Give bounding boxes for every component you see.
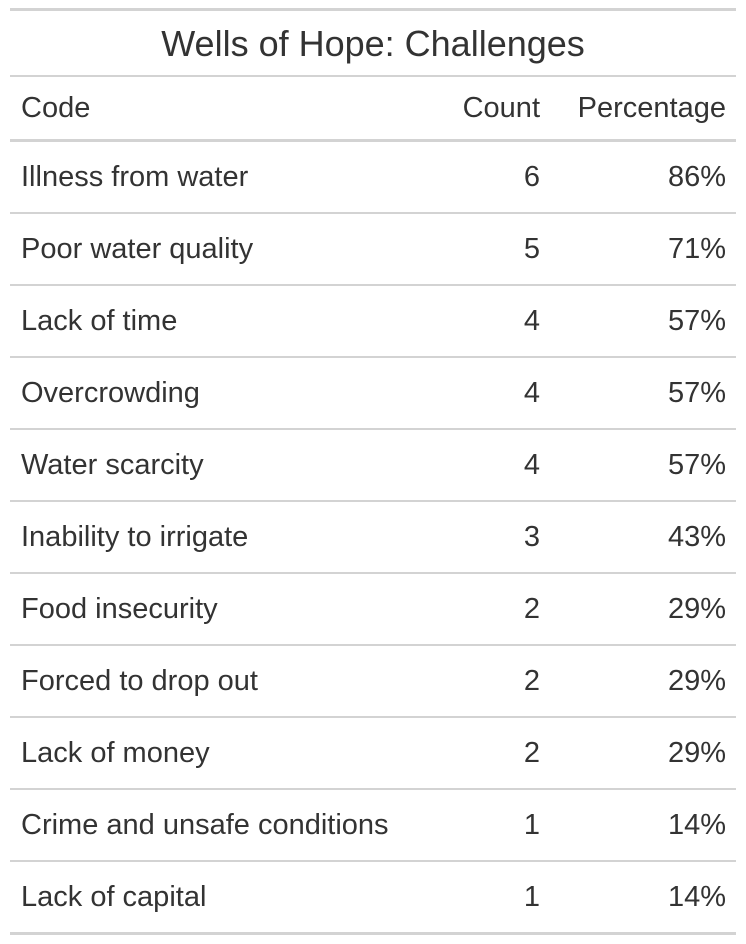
- cell-code: Poor water quality: [21, 232, 254, 265]
- table-header-row: Code Count Percentage: [10, 77, 736, 139]
- cell-code: Food insecurity: [21, 592, 218, 625]
- table-title: Wells of Hope: Challenges: [161, 23, 585, 64]
- cell-percentage: 14%: [667, 880, 726, 913]
- header-percentage: Percentage: [577, 91, 726, 124]
- title-rule: [10, 75, 736, 77]
- cell-percentage: 29%: [667, 736, 726, 769]
- cell-code: Lack of time: [21, 304, 178, 337]
- cell-count: 2: [523, 736, 540, 769]
- cell-count: 4: [523, 448, 540, 481]
- cell-percentage: 14%: [667, 808, 726, 841]
- cell-percentage: 86%: [667, 160, 726, 193]
- cell-code: Inability to irrigate: [21, 520, 249, 553]
- table-row: Lack of capital 1 14%: [10, 862, 736, 935]
- cell-code: Water scarcity: [21, 448, 204, 481]
- cell-count: 6: [523, 160, 540, 193]
- table-row: Forced to drop out 2 29%: [10, 646, 736, 718]
- header-code: Code: [21, 91, 91, 124]
- header-count: Count: [462, 91, 540, 124]
- cell-code: Overcrowding: [21, 376, 200, 409]
- cell-count: 2: [523, 592, 540, 625]
- cell-code: Forced to drop out: [21, 664, 258, 697]
- cell-percentage: 57%: [667, 304, 726, 337]
- cell-count: 3: [523, 520, 540, 553]
- table-row: Inability to irrigate 3 43%: [10, 502, 736, 574]
- cell-count: 1: [523, 808, 540, 841]
- header-rule: [10, 139, 736, 142]
- cell-percentage: 29%: [667, 664, 726, 697]
- cell-count: 5: [523, 232, 540, 265]
- table-row: Lack of time 4 57%: [10, 286, 736, 358]
- table-row: Overcrowding 4 57%: [10, 358, 736, 430]
- cell-percentage: 43%: [667, 520, 726, 553]
- table-row: Lack of money 2 29%: [10, 718, 736, 790]
- cell-count: 1: [523, 880, 540, 913]
- table-row: Crime and unsafe conditions 1 14%: [10, 790, 736, 862]
- cell-percentage: 71%: [667, 232, 726, 265]
- cell-count: 4: [523, 304, 540, 337]
- cell-percentage: 57%: [667, 448, 726, 481]
- cell-percentage: 57%: [667, 376, 726, 409]
- cell-code: Crime and unsafe conditions: [21, 808, 389, 841]
- table-row: Water scarcity 4 57%: [10, 430, 736, 502]
- cell-count: 2: [523, 664, 540, 697]
- cell-count: 4: [523, 376, 540, 409]
- table-top-rule: [10, 8, 736, 11]
- table-row: Poor water quality 5 71%: [10, 214, 736, 286]
- table-row: Illness from water 6 86%: [10, 142, 736, 214]
- cell-code: Lack of money: [21, 736, 210, 769]
- cell-code: Lack of capital: [21, 880, 207, 913]
- cell-code: Illness from water: [21, 160, 249, 193]
- cell-percentage: 29%: [667, 592, 726, 625]
- table-body: Illness from water 6 86% Poor water quality…: [10, 142, 736, 935]
- table-row: Food insecurity 2 29%: [10, 574, 736, 646]
